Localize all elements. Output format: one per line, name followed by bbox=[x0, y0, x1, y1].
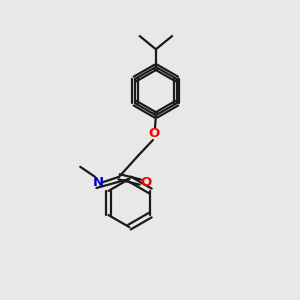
Text: O: O bbox=[140, 176, 151, 189]
Text: N: N bbox=[92, 176, 104, 189]
Text: O: O bbox=[149, 127, 160, 140]
